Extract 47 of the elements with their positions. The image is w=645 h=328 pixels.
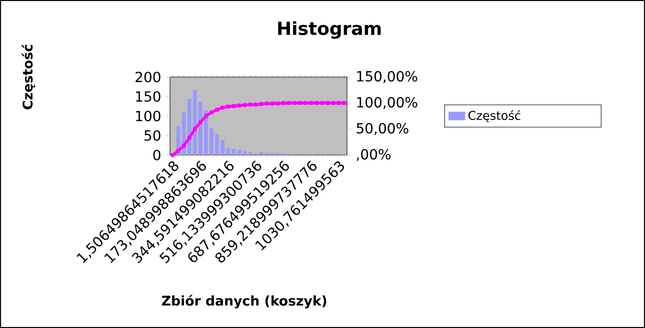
bar	[259, 152, 264, 155]
point	[248, 102, 252, 106]
point	[331, 101, 336, 105]
point	[326, 101, 330, 105]
point	[292, 101, 296, 105]
point	[314, 101, 319, 105]
point	[276, 102, 280, 106]
point	[220, 106, 224, 110]
bar	[248, 152, 252, 155]
point	[342, 101, 346, 105]
point	[182, 144, 186, 148]
point	[264, 102, 269, 106]
point	[242, 103, 247, 108]
point	[176, 148, 180, 153]
y2-tick-label: 50,00%	[356, 122, 408, 136]
x-axis-title: Zbiór danych (koszyk)	[162, 294, 326, 308]
point	[204, 114, 208, 118]
y-tick-label: 100	[136, 110, 160, 122]
point	[187, 136, 192, 140]
point	[309, 101, 313, 105]
y2-tick-label: 150,00%	[357, 70, 418, 84]
point	[215, 108, 219, 112]
point	[237, 104, 242, 108]
bar	[242, 150, 247, 155]
point	[298, 101, 302, 105]
point	[226, 104, 230, 109]
point	[232, 104, 236, 108]
y-tick-label: 200	[136, 72, 160, 82]
y2-tick-label: ,00%	[356, 148, 390, 162]
point	[336, 101, 341, 105]
y-tick-label: 0	[153, 150, 160, 160]
y2-tick-label: 100,00%	[357, 96, 418, 110]
point	[270, 102, 274, 106]
point	[198, 120, 202, 124]
y-tick-label: 50	[144, 130, 160, 141]
chart-title: Histogram	[278, 21, 381, 39]
point	[320, 101, 324, 105]
y-tick-label: 150	[136, 91, 160, 102]
point	[304, 101, 308, 105]
point	[254, 102, 258, 106]
point	[281, 101, 286, 105]
point	[210, 110, 214, 114]
point	[259, 102, 264, 106]
point	[192, 127, 197, 131]
legend-label: Częstość	[468, 110, 520, 122]
y-axis-title: Częstość	[22, 44, 36, 110]
point	[286, 101, 291, 105]
